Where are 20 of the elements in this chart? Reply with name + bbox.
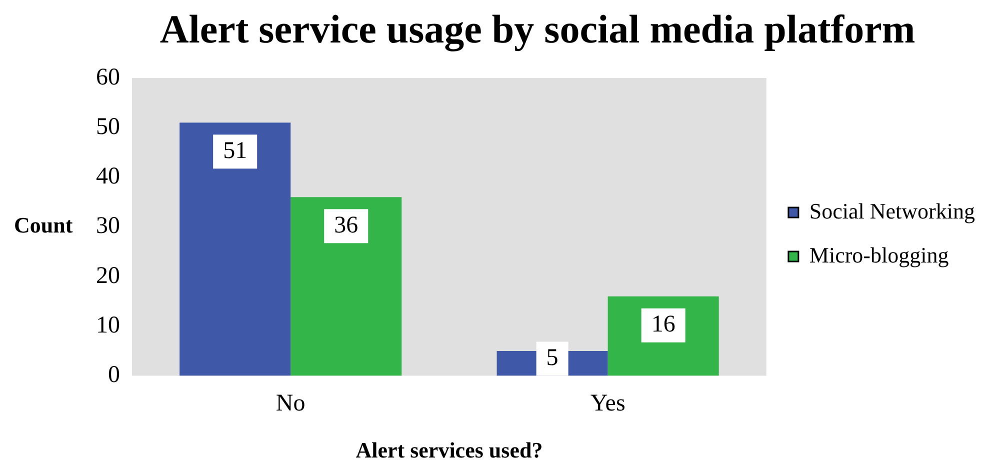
chart-title: Alert service usage by social media platform <box>160 6 916 52</box>
y-tick-label: 50 <box>96 114 120 140</box>
y-tick-label: 60 <box>96 64 120 90</box>
data-label: 51 <box>223 138 248 164</box>
x-tick-label: Yes <box>590 390 626 416</box>
x-tick-label: No <box>276 390 306 416</box>
y-tick-label: 20 <box>96 262 120 289</box>
data-label: 16 <box>651 312 676 338</box>
y-axis-title: Count <box>14 212 74 238</box>
legend-label: Micro-blogging <box>809 242 949 268</box>
legend-label: Social Networking <box>809 198 976 224</box>
data-label: 36 <box>334 212 358 238</box>
data-label: 5 <box>546 345 558 372</box>
x-axis-title: Alert services used? <box>356 437 543 462</box>
bar <box>180 122 291 376</box>
y-tick-label: 0 <box>108 362 120 388</box>
y-tick-label: 30 <box>96 213 120 240</box>
y-tick-label: 10 <box>96 312 120 338</box>
y-tick-label: 40 <box>96 164 120 190</box>
bar <box>290 197 402 376</box>
